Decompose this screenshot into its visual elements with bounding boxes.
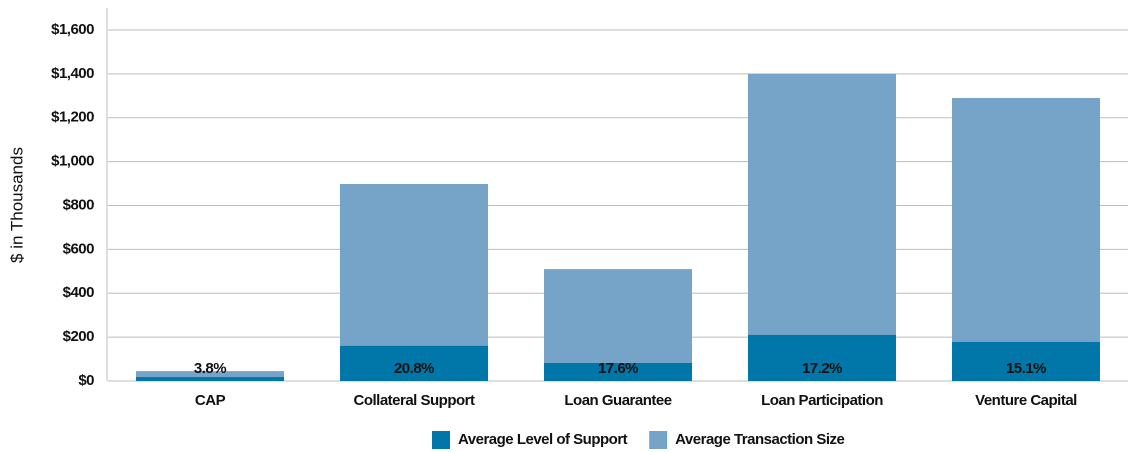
legend-swatch — [432, 431, 450, 449]
bar — [136, 377, 284, 381]
x-tick-label: Loan Participation — [761, 392, 883, 409]
y-tick-label: $1,400 — [51, 65, 94, 82]
bar — [748, 334, 896, 381]
y-tick-label: $600 — [63, 240, 95, 257]
legend-swatch — [649, 431, 668, 449]
x-tick-label: Loan Guarantee — [564, 392, 671, 409]
bar-annotation: 17.2% — [802, 360, 842, 377]
y-tick-label: $1,200 — [51, 109, 94, 126]
y-tick-label: $1,600 — [51, 21, 94, 38]
bar-annotation: 15.1% — [1006, 360, 1046, 377]
legend-label: Average Level of Support — [458, 431, 628, 448]
y-tick-label: $400 — [63, 284, 95, 301]
bar — [340, 345, 488, 381]
bar — [136, 371, 284, 381]
y-tick-label: $200 — [63, 328, 95, 345]
y-tick-label: $1,000 — [51, 153, 94, 170]
bar — [748, 73, 896, 381]
bar — [952, 98, 1100, 381]
bar-annotation: 3.8% — [194, 360, 226, 377]
x-tick-label: Collateral Support — [353, 392, 475, 409]
x-tick-label: CAP — [195, 392, 226, 409]
x-tick-label: Venture Capital — [975, 392, 1077, 409]
y-axis-label: $ in Thousands — [7, 147, 26, 263]
y-tick-label: $800 — [63, 196, 95, 213]
legend-label: Average Transaction Size — [675, 431, 844, 448]
bar — [544, 269, 692, 381]
bar-annotation: 17.6% — [598, 360, 638, 377]
y-tick-label: $0 — [78, 372, 94, 389]
bar — [544, 363, 692, 381]
bar — [952, 341, 1100, 381]
bar-annotation: 20.8% — [394, 360, 434, 377]
